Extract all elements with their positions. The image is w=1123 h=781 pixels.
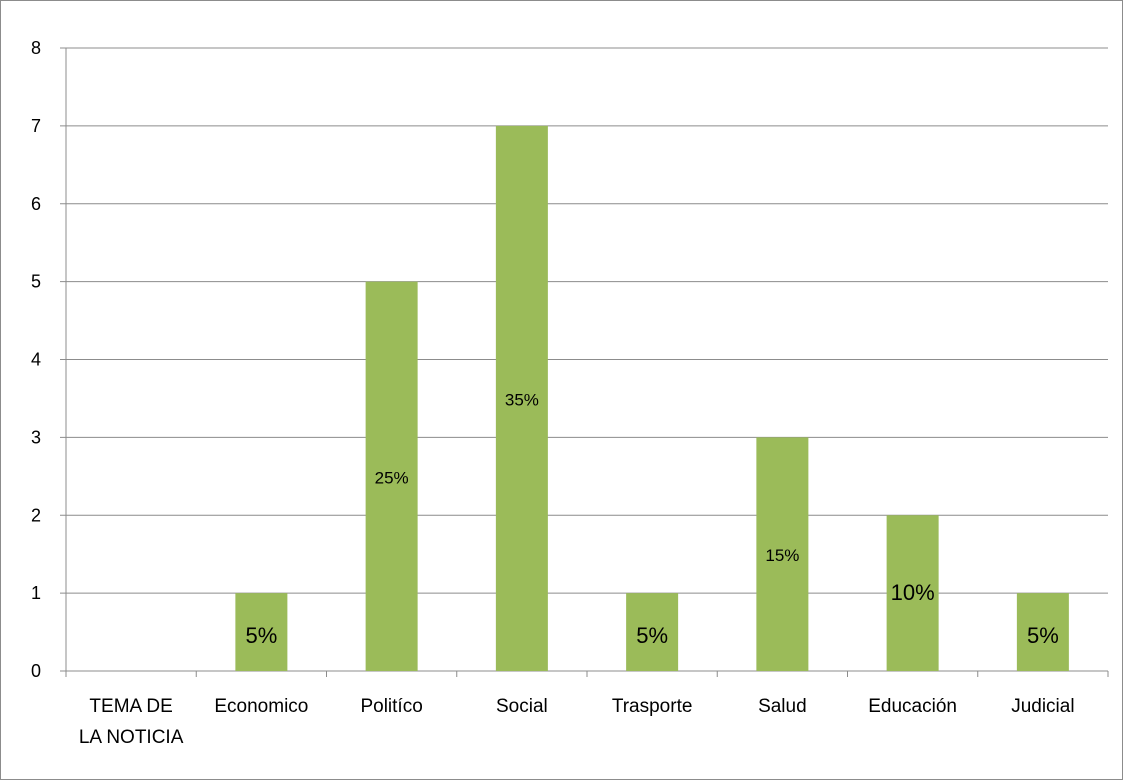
y-tick-label-6: 6: [31, 194, 41, 214]
x-category-label-0-1: LA NOTICIA: [79, 727, 184, 748]
x-category-label-5: Salud: [758, 696, 807, 717]
y-tick-label-4: 4: [31, 350, 41, 370]
bar-3: [495, 125, 548, 671]
bar-6: [886, 515, 939, 671]
y-tick-label-8: 8: [31, 38, 41, 58]
bar-4: [626, 593, 679, 671]
y-tick-label-3: 3: [31, 427, 41, 447]
x-category-label-3: Social: [496, 696, 548, 717]
data-label-4: 5%: [636, 623, 668, 648]
data-label-1: 5%: [245, 623, 277, 648]
x-category-label-7: Judicial: [1011, 696, 1074, 717]
y-tick-label-1: 1: [31, 583, 41, 603]
data-label-5: 15%: [765, 546, 799, 565]
x-category-label-6: Educación: [868, 696, 957, 717]
data-label-6: 10%: [891, 580, 935, 605]
bar-7: [1016, 593, 1069, 671]
bar-2: [365, 281, 418, 671]
data-label-3: 35%: [505, 390, 539, 409]
data-label-7: 5%: [1027, 623, 1059, 648]
y-tick-label-5: 5: [31, 272, 41, 292]
bar-5: [756, 437, 809, 671]
y-tick-label-7: 7: [31, 116, 41, 136]
x-category-label-4: Trasporte: [612, 696, 693, 717]
x-category-label-2: Politíco: [360, 696, 422, 717]
bar-1: [235, 593, 288, 671]
y-tick-label-0: 0: [31, 661, 41, 681]
data-label-2: 25%: [375, 468, 409, 487]
y-tick-label-2: 2: [31, 505, 41, 525]
x-category-label-0-0: TEMA DE: [89, 696, 172, 717]
x-category-label-1: Economico: [214, 696, 308, 717]
